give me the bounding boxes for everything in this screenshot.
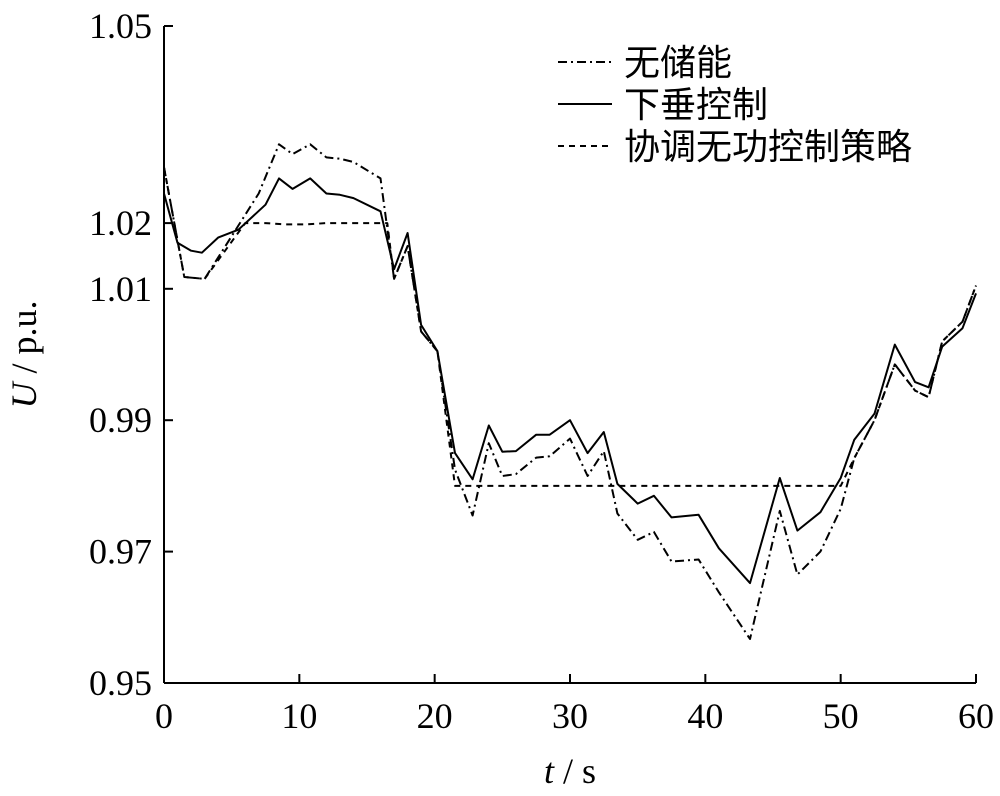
y-tick-label: 0.95 [89, 663, 152, 703]
y-tick-label: 0.99 [89, 400, 152, 440]
y-tick-label: 0.97 [89, 532, 152, 572]
legend-label-1: 下垂控制 [624, 85, 768, 126]
x-axis-unit: s [582, 751, 596, 791]
legend-label-2: 协调无功控制策略 [624, 127, 912, 168]
x-axis-label: t / s [544, 751, 596, 791]
y-tick-label: 1.01 [89, 269, 152, 309]
x-tick-label: 60 [958, 696, 994, 736]
y-tick-label: 1.05 [89, 6, 152, 46]
legend-label-0: 无储能 [624, 43, 732, 84]
y-tick-label: 1.02 [89, 203, 152, 243]
y-axis-unit: p.u. [4, 300, 44, 354]
x-axis-variable: t [544, 751, 555, 791]
x-tick-label: 50 [823, 696, 859, 736]
x-tick-label: 0 [155, 696, 173, 736]
x-tick-label: 20 [417, 696, 453, 736]
x-tick-label: 30 [552, 696, 588, 736]
x-tick-label: 40 [687, 696, 723, 736]
x-tick-label: 10 [281, 696, 317, 736]
series-line-2 [163, 167, 977, 487]
axes: 0 10 20 30 40 50 60 0.95 0.97 0.99 1.01 1.02 1.05 t /… [4, 6, 994, 791]
series-lines [163, 143, 977, 640]
y-axis-variable: U [4, 381, 44, 409]
y-axis-label: U / p.u. [4, 300, 44, 408]
series-line-0 [163, 143, 977, 640]
series-line-1 [163, 177, 977, 585]
